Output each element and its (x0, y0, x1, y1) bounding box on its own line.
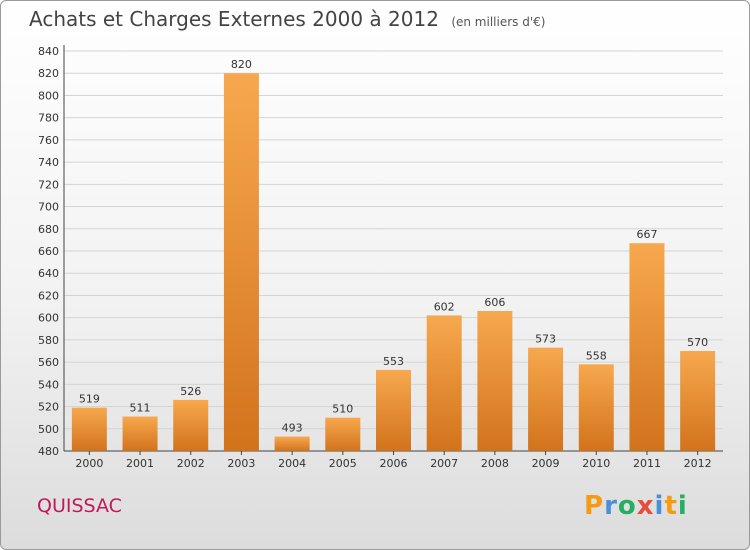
y-tick-label: 560 (38, 356, 59, 369)
logo-letter: P (584, 491, 605, 521)
bar-value-label: 553 (383, 355, 404, 368)
x-tick-label: 2010 (582, 457, 610, 470)
x-tick-label: 2005 (329, 457, 357, 470)
x-tick-label: 2001 (126, 457, 154, 470)
y-tick-label: 700 (38, 201, 59, 214)
bar-2002 (173, 399, 209, 451)
bar-2004 (274, 436, 310, 451)
bars (71, 73, 716, 451)
bar-value-label: 667 (636, 228, 657, 241)
y-tick-label: 540 (38, 378, 59, 391)
bar-2010 (578, 364, 614, 451)
proxiti-logo: Proxiti (584, 491, 688, 521)
bar-value-label: 820 (231, 58, 252, 71)
bar-value-label: 573 (535, 333, 556, 346)
bar-2003 (223, 73, 259, 451)
bar-2008 (477, 311, 513, 451)
bar-value-label: 519 (79, 393, 100, 406)
y-tick-label: 480 (38, 445, 59, 458)
bar-value-label: 510 (332, 403, 353, 416)
x-tick-label: 2003 (227, 457, 255, 470)
bar-2005 (325, 417, 361, 451)
bar-2011 (629, 243, 665, 451)
bar-value-label: 602 (434, 300, 455, 313)
logo-letter: o (617, 491, 637, 521)
y-tick-label: 780 (38, 112, 59, 125)
bar-2000 (71, 407, 107, 451)
x-tick-label: 2006 (380, 457, 408, 470)
logo-letter: i (677, 491, 688, 521)
chart-title: Achats et Charges Externes 2000 à 2012 (… (29, 7, 545, 31)
bar-value-label: 570 (687, 336, 708, 349)
bar-2009 (528, 347, 564, 451)
x-tick-label: 2007 (430, 457, 458, 470)
bar-value-label: 526 (180, 385, 201, 398)
x-tick-label: 2004 (278, 457, 306, 470)
labels: 519 2000 511 2001 526 2002 820 2003 493 2004 510 20… (75, 58, 711, 470)
y-tick-label: 640 (38, 267, 59, 280)
bar-2012 (680, 351, 716, 451)
y-tick-label: 520 (38, 401, 59, 414)
x-tick-label: 2008 (481, 457, 509, 470)
y-tick-label: 620 (38, 289, 59, 302)
y-tick-label: 840 (38, 45, 59, 58)
y-tick-label: 800 (38, 89, 59, 102)
y-tick-label: 720 (38, 178, 59, 191)
x-tick-label: 2002 (177, 457, 205, 470)
x-tick-label: 2012 (684, 457, 712, 470)
y-tick-label: 820 (38, 67, 59, 80)
y-tick-label: 680 (38, 223, 59, 236)
bar-2001 (122, 416, 158, 451)
bar-2006 (376, 369, 411, 451)
y-tick-label: 740 (38, 156, 59, 169)
logo-letter: x (636, 491, 655, 521)
chart-title-text: Achats et Charges Externes 2000 à 2012 (29, 7, 439, 31)
x-tick-label: 2000 (75, 457, 103, 470)
bar-value-label: 511 (130, 402, 151, 415)
x-tick-label: 2011 (633, 457, 661, 470)
y-tick-label: 600 (38, 312, 59, 325)
bar-value-label: 606 (484, 296, 505, 309)
axes: 480 500 520 540 560 580 600 620 640 660 680 700 720 7… (38, 45, 723, 458)
y-tick-label: 580 (38, 334, 59, 347)
bar-2007 (426, 315, 462, 451)
logo-letter: t (664, 491, 678, 521)
bar-value-label: 493 (282, 422, 303, 435)
x-tick-label: 2009 (532, 457, 560, 470)
chart-unit-label: (en milliers d'€) (451, 15, 546, 29)
y-tick-label: 760 (38, 134, 59, 147)
commune-name: QUISSAC (37, 495, 122, 517)
logo-letter: r (604, 491, 618, 521)
bar-value-label: 558 (586, 349, 607, 362)
y-tick-label: 660 (38, 245, 59, 258)
y-tick-label: 500 (38, 423, 59, 436)
logo-letter: i (654, 491, 665, 521)
